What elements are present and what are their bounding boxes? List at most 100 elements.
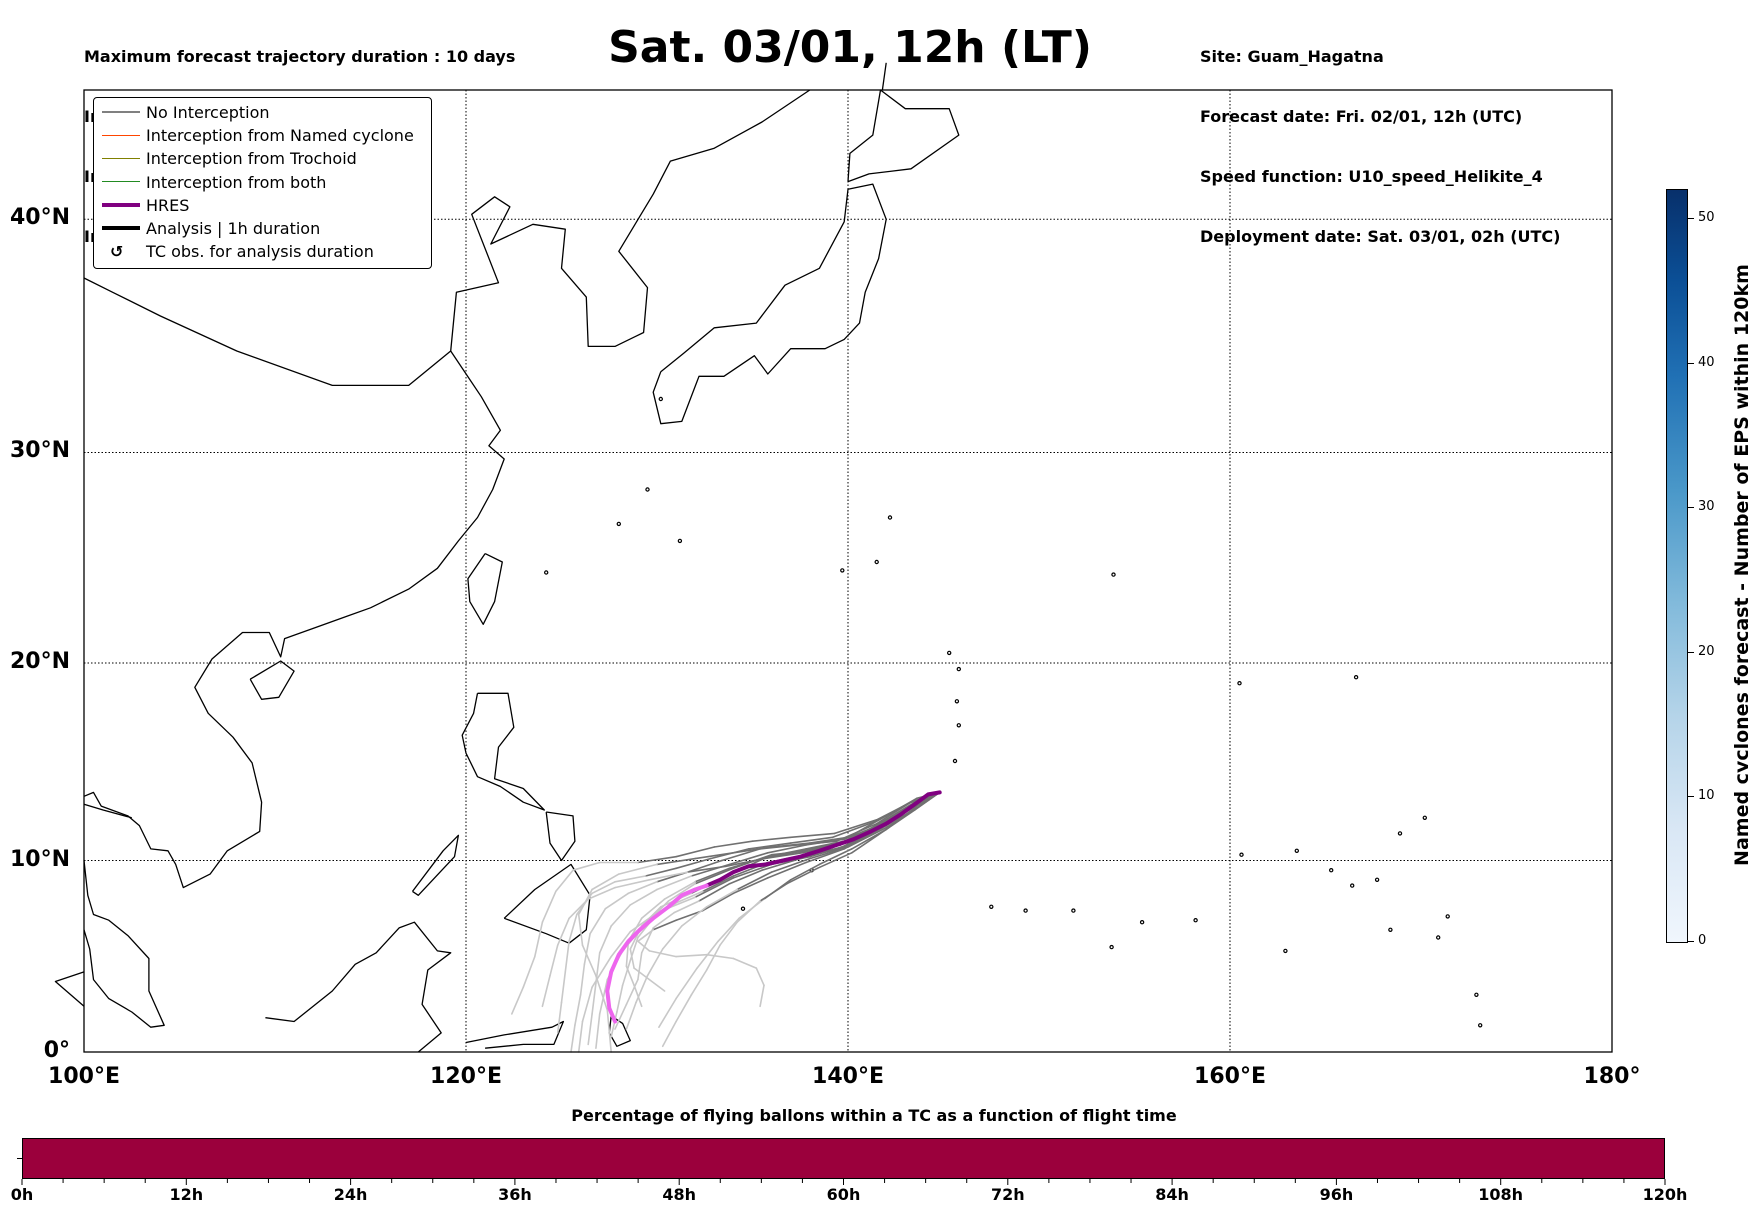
- eps-segment: [591, 982, 597, 1015]
- coastline: [467, 553, 503, 625]
- colorbar-tick: [1688, 651, 1694, 653]
- lon-label: 140°E: [812, 1064, 884, 1089]
- eps-segment: [747, 842, 792, 850]
- legend-label: HRES: [146, 195, 190, 215]
- eps-segment: [598, 978, 609, 1015]
- colorbar-title: Named cyclones forecast - Number of EPS …: [1731, 264, 1748, 866]
- hres-trajectory: [605, 790, 942, 1024]
- eps-segment: [673, 900, 700, 914]
- island: [1474, 992, 1479, 998]
- island: [1477, 1023, 1483, 1028]
- eps-segment: [675, 993, 693, 1023]
- eps-segment: [568, 913, 578, 943]
- coastline: [503, 863, 591, 944]
- eps-segment: [614, 878, 651, 889]
- eps-segment: [833, 818, 878, 835]
- island: [1422, 815, 1428, 821]
- header-line: Deployment date: Sat. 03/01, 02h (UTC): [1200, 227, 1561, 246]
- island: [1374, 877, 1380, 883]
- eps-segment: [587, 886, 616, 900]
- legend-item: Interception from Named cyclone: [94, 125, 429, 147]
- eps-segment: [533, 921, 544, 958]
- legend-label: Interception from both: [146, 172, 327, 192]
- lat-label: 30°N: [9, 438, 70, 464]
- eps-segment: [598, 925, 613, 954]
- time-tick-label: 60h: [826, 1185, 861, 1204]
- time-tick-label: 48h: [662, 1185, 697, 1204]
- island: [1109, 944, 1114, 950]
- eps-segment: [560, 971, 567, 1004]
- eps-segment: [661, 925, 683, 950]
- eps-segment: [789, 836, 834, 844]
- eps-segment: [510, 986, 525, 1015]
- eps-segment: [724, 857, 765, 868]
- eps-segment: [579, 963, 586, 996]
- island: [1388, 927, 1393, 933]
- legend-label: TC obs. for analysis duration: [146, 242, 374, 262]
- eps-segment: [587, 1013, 593, 1046]
- coastline: [54, 971, 85, 1007]
- header-line: Forecast date: Fri. 02/01, 12h (UTC): [1200, 107, 1523, 126]
- island: [956, 723, 962, 728]
- eps-segment: [625, 940, 630, 968]
- eps-segment: [736, 871, 773, 891]
- eps-segment: [808, 846, 849, 860]
- eps-segment: [610, 930, 632, 958]
- legend-item: HRES: [94, 195, 429, 217]
- eps-segment: [680, 905, 708, 927]
- eps-segment: [648, 950, 677, 958]
- eps-segment: [646, 948, 664, 977]
- legend-swatch: [102, 202, 140, 207]
- eps-segment: [736, 900, 761, 924]
- eps-segment: [648, 871, 689, 881]
- eps-segment: [759, 882, 788, 902]
- eps-segment: [574, 993, 582, 1027]
- time-tick-label: 24h: [333, 1185, 368, 1204]
- eps-segment: [633, 984, 643, 1008]
- colorbar-tick: [1688, 796, 1694, 798]
- eps-segment: [675, 846, 716, 858]
- eps-segment: [656, 857, 697, 866]
- eps-segment: [595, 974, 609, 1011]
- eps-segment: [789, 863, 821, 881]
- time-tick-label: 12h: [169, 1185, 204, 1204]
- map-legend: No Interception Interception from Named c…: [93, 97, 432, 269]
- legend-item: Analysis | 1h duration: [94, 218, 429, 240]
- island: [1349, 883, 1355, 888]
- legend-item: No Interception: [94, 102, 429, 124]
- time-tick-label: 96h: [1319, 1185, 1354, 1204]
- eps-segment: [570, 1024, 576, 1053]
- eps-segment: [717, 917, 740, 943]
- eps-segment: [640, 905, 662, 927]
- island: [645, 487, 650, 492]
- lat-label: 40°N: [9, 205, 70, 231]
- eps-segment: [675, 890, 704, 904]
- eps-segment: [610, 904, 632, 927]
- eps-segment: [637, 928, 655, 943]
- island: [1071, 908, 1076, 913]
- eps-segment: [766, 844, 807, 854]
- eps-segment: [799, 848, 840, 860]
- legend-swatch: [102, 134, 140, 136]
- eps-segment: [595, 1013, 601, 1049]
- coastline: [249, 660, 295, 700]
- coastline: [265, 921, 452, 1053]
- percentage-chart-title: Percentage of flying ballons within a TC…: [571, 1106, 1177, 1125]
- eps-segment: [541, 974, 551, 1008]
- eps-segment: [698, 882, 731, 902]
- lat-label: 0°: [43, 1038, 70, 1063]
- eps-segment: [564, 940, 570, 973]
- eps-segment: [751, 836, 792, 843]
- coastline: [83, 860, 165, 1028]
- legend-item: Interception from both: [94, 172, 429, 194]
- legend-swatch: [102, 181, 140, 183]
- eps-segment: [705, 888, 739, 908]
- colorbar-tick: [1688, 217, 1694, 219]
- eps-segment: [556, 1001, 563, 1034]
- eps-segment: [581, 986, 593, 1023]
- eps-segment: [755, 967, 765, 987]
- colorbar-tick-label: 0: [1698, 933, 1707, 948]
- eps-segment: [850, 828, 888, 854]
- eps-segment: [694, 877, 735, 899]
